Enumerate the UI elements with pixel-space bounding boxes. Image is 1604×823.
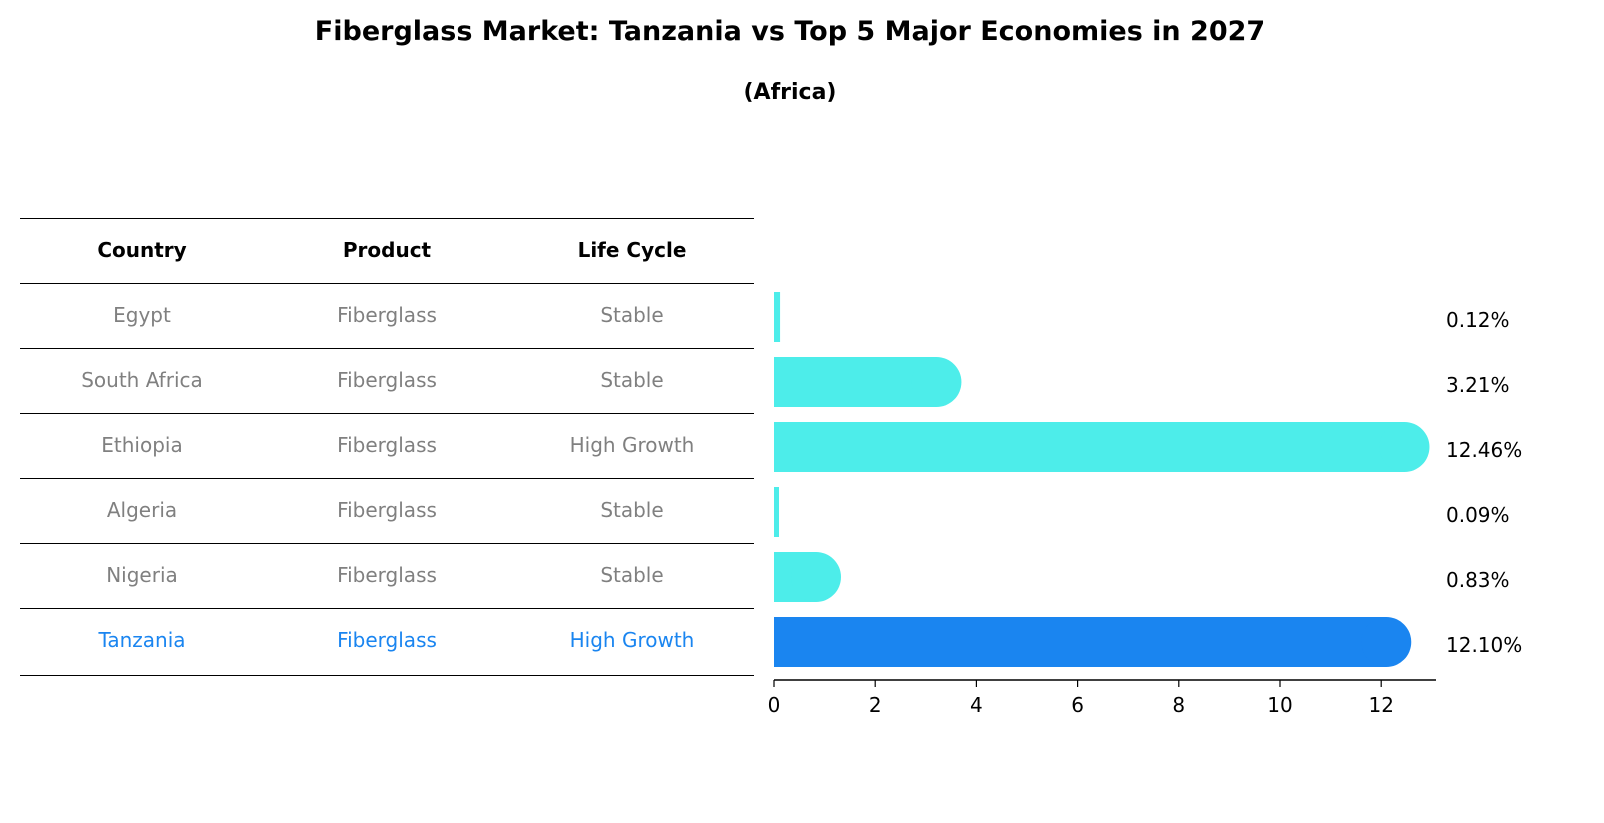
table-divider — [20, 348, 754, 349]
table-header: Country — [97, 238, 187, 262]
table-cell: Algeria — [106, 498, 178, 522]
bar — [774, 422, 1405, 472]
table-cell: Stable — [600, 368, 664, 392]
bar — [774, 357, 937, 407]
table-header: Product — [342, 238, 432, 262]
table-cell: Stable — [600, 563, 664, 587]
x-tick-label: 0 — [768, 693, 781, 717]
table-divider — [20, 413, 754, 414]
value-label: 0.09% — [1446, 503, 1510, 527]
x-tick-label: 6 — [1071, 693, 1084, 717]
bar-cap — [1361, 617, 1412, 667]
bar — [774, 617, 1387, 667]
bar — [774, 487, 779, 537]
table-cell: South Africa — [81, 368, 203, 392]
table-cell: Stable — [600, 498, 664, 522]
table-cell: Fiberglass — [337, 628, 437, 652]
table-cell: Egypt — [113, 303, 171, 327]
bar-cap — [1379, 422, 1430, 472]
bar — [774, 292, 781, 342]
table-cell: High Growth — [569, 628, 695, 652]
chart-title: Fiberglass Market: Tanzania vs Top 5 Maj… — [314, 16, 1266, 47]
table-cell: Fiberglass — [337, 368, 437, 392]
x-tick-label: 4 — [970, 693, 983, 717]
table-divider — [20, 218, 754, 219]
table-cell: Fiberglass — [337, 433, 437, 457]
x-tick-label: 12 — [1368, 693, 1393, 717]
table-cell: Ethiopia — [101, 433, 183, 457]
x-tick-label: 10 — [1267, 693, 1292, 717]
table-cell: Fiberglass — [337, 303, 437, 327]
value-label: 12.10% — [1446, 633, 1523, 657]
table-header: Life Cycle — [577, 238, 687, 262]
bar-cap — [790, 552, 841, 602]
value-label: 0.83% — [1446, 568, 1510, 592]
value-label: 0.12% — [1446, 308, 1510, 332]
bar-cap — [911, 357, 962, 407]
value-label: 12.46% — [1446, 438, 1523, 462]
x-tick-label: 2 — [869, 693, 882, 717]
x-tick-label: 8 — [1172, 693, 1185, 717]
table-cell: Stable — [600, 303, 664, 327]
table-cell: Fiberglass — [337, 563, 437, 587]
chart-subtitle: (Africa) — [743, 80, 837, 105]
table-cell: Tanzania — [98, 628, 186, 652]
table-cell: High Growth — [569, 433, 695, 457]
table-divider — [20, 608, 754, 609]
table-divider — [20, 283, 754, 284]
value-label: 3.21% — [1446, 373, 1510, 397]
table-divider — [20, 478, 754, 479]
table-cell: Fiberglass — [337, 498, 437, 522]
table-cell: Nigeria — [106, 563, 178, 587]
table-divider — [20, 675, 754, 676]
table-divider — [20, 543, 754, 544]
